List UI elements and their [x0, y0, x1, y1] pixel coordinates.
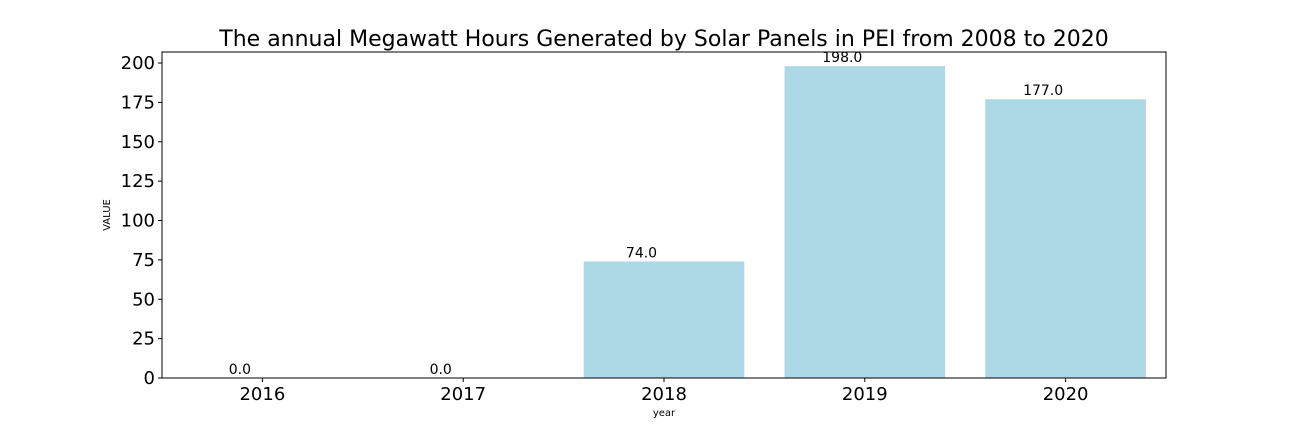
y-axis-label: VALUE [102, 199, 113, 231]
x-axis-label: year [653, 408, 676, 419]
bar-2019 [784, 66, 946, 378]
x-tick-label-2017: 2017 [440, 384, 486, 405]
plot-area-frame [161, 51, 1167, 379]
y-tick-label-125: 125 [121, 171, 155, 192]
y-tick-label-200: 200 [121, 53, 155, 74]
bars-group [583, 66, 1146, 379]
y-tick-label-150: 150 [121, 132, 155, 153]
y-tick-label-25: 25 [132, 329, 155, 350]
data-labels-group: 0.0 0.0 74.0 198.0 177.0 [229, 50, 1063, 378]
data-label-2018: 74.0 [626, 245, 657, 261]
data-label-2020: 177.0 [1023, 83, 1063, 99]
x-tick-label-2020: 2020 [1043, 384, 1089, 405]
data-label-2019: 198.0 [822, 50, 862, 66]
y-tick-label-175: 175 [121, 92, 155, 113]
x-tick-label-2019: 2019 [842, 384, 888, 405]
y-axis: 0 25 50 75 100 125 150 175 200 [121, 53, 162, 389]
bar-2018 [583, 261, 745, 378]
y-tick-label-75: 75 [132, 250, 155, 271]
data-label-2016: 0.0 [229, 362, 251, 378]
chart-title: The annual Megawatt Hours Generated by S… [218, 27, 1108, 52]
bar-2020 [985, 99, 1146, 379]
y-tick-label-0: 0 [144, 368, 155, 389]
x-axis: 2016 2017 2018 2019 2020 [239, 378, 1089, 405]
y-tick-label-50: 50 [132, 289, 155, 310]
x-tick-label-2016: 2016 [239, 384, 285, 405]
data-label-2017: 0.0 [430, 362, 452, 378]
x-tick-label-2018: 2018 [641, 384, 687, 405]
y-tick-label-100: 100 [121, 211, 155, 232]
